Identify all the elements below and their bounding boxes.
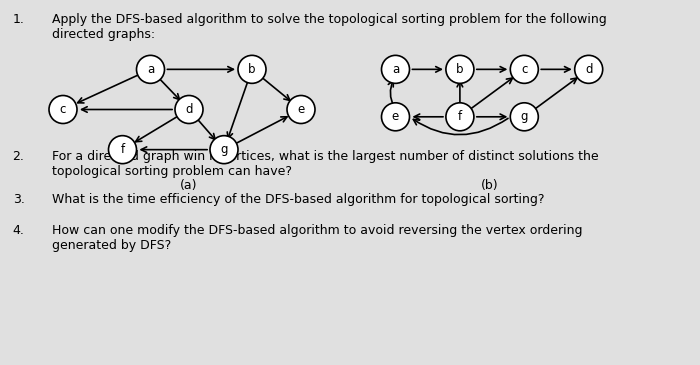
- Ellipse shape: [575, 55, 603, 83]
- Text: e: e: [298, 103, 304, 116]
- Text: Apply the DFS-based algorithm to solve the topological sorting problem for the f: Apply the DFS-based algorithm to solve t…: [52, 13, 608, 41]
- Ellipse shape: [175, 96, 203, 123]
- Text: d: d: [585, 63, 592, 76]
- Text: How can one modify the DFS-based algorithm to avoid reversing the vertex orderin: How can one modify the DFS-based algorit…: [52, 224, 583, 253]
- Ellipse shape: [238, 55, 266, 83]
- Ellipse shape: [446, 103, 474, 131]
- Ellipse shape: [510, 103, 538, 131]
- Ellipse shape: [382, 103, 409, 131]
- Text: f: f: [458, 110, 462, 123]
- Text: 1.: 1.: [13, 13, 25, 26]
- Ellipse shape: [446, 55, 474, 83]
- Text: c: c: [60, 103, 66, 116]
- Text: (b): (b): [481, 179, 499, 192]
- Text: 3.: 3.: [13, 193, 25, 207]
- Text: b: b: [248, 63, 256, 76]
- Text: c: c: [521, 63, 528, 76]
- Ellipse shape: [108, 136, 136, 164]
- Text: (a): (a): [181, 179, 197, 192]
- Text: d: d: [186, 103, 192, 116]
- Text: a: a: [147, 63, 154, 76]
- Ellipse shape: [210, 136, 238, 164]
- Text: What is the time efficiency of the DFS-based algorithm for topological sorting?: What is the time efficiency of the DFS-b…: [52, 193, 545, 207]
- Ellipse shape: [136, 55, 164, 83]
- Text: For a directed graph win n vertices, what is the largest number of distinct solu: For a directed graph win n vertices, wha…: [52, 150, 599, 178]
- Text: g: g: [220, 143, 228, 156]
- Text: g: g: [521, 110, 528, 123]
- Text: 4.: 4.: [13, 224, 25, 238]
- Text: a: a: [392, 63, 399, 76]
- Text: e: e: [392, 110, 399, 123]
- Text: b: b: [456, 63, 463, 76]
- Ellipse shape: [287, 96, 315, 123]
- Text: f: f: [120, 143, 125, 156]
- Ellipse shape: [49, 96, 77, 123]
- Ellipse shape: [382, 55, 409, 83]
- Text: 2.: 2.: [13, 150, 25, 163]
- Ellipse shape: [510, 55, 538, 83]
